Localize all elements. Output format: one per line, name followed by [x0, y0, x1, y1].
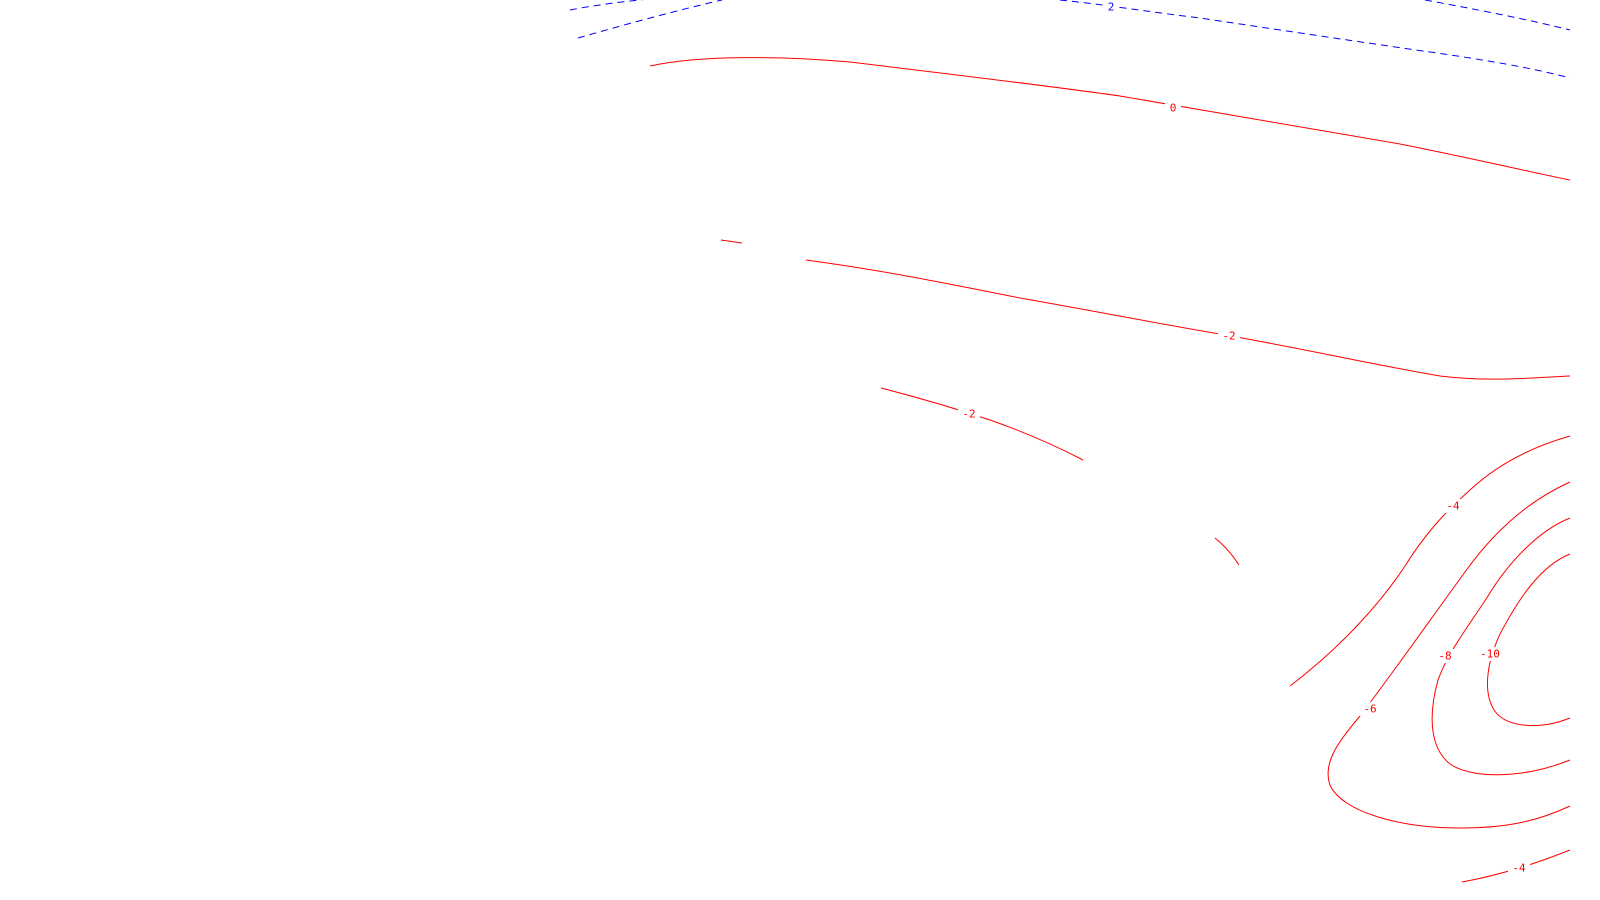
contour-fragment-center — [1214, 537, 1240, 566]
blue-contour-top-left-2 — [577, 0, 723, 39]
contour-line-minus10 — [1486, 553, 1571, 727]
positive-contours — [569, 0, 1571, 79]
contour-line-minus8 — [1431, 517, 1571, 776]
contour-label-minus10: -10 — [1480, 648, 1500, 661]
contour-line-minus2-middle — [880, 387, 1084, 461]
negative-contours — [649, 57, 1571, 883]
contour-labels: 2 0 -2 -2 -4 -6 -8 -10 -4 — [958, 0, 1530, 875]
contour-label-minus4-upper: -4 — [1446, 500, 1460, 513]
contour-label-minus2-middle: -2 — [962, 408, 975, 421]
blue-contour-top-left-1 — [569, 0, 645, 11]
contour-label-minus6: -6 — [1363, 703, 1376, 716]
contour-label-minus4-lower: -4 — [1512, 862, 1526, 875]
blue-contour-top-right-2 — [1424, 0, 1571, 31]
contour-fragment-small — [720, 239, 743, 244]
contour-label-0: 0 — [1170, 102, 1177, 115]
contour-label-blue-2: 2 — [1108, 1, 1115, 14]
blue-contour-top-right-1 — [1059, 0, 1571, 79]
contour-label-minus8: -8 — [1438, 650, 1451, 663]
contour-line-minus2-upper — [805, 259, 1571, 380]
contour-line-minus6 — [1327, 481, 1571, 829]
contour-line-minus4-upper — [1289, 435, 1571, 687]
contour-line-zero — [649, 57, 1571, 181]
contour-label-minus2-upper: -2 — [1222, 330, 1235, 343]
